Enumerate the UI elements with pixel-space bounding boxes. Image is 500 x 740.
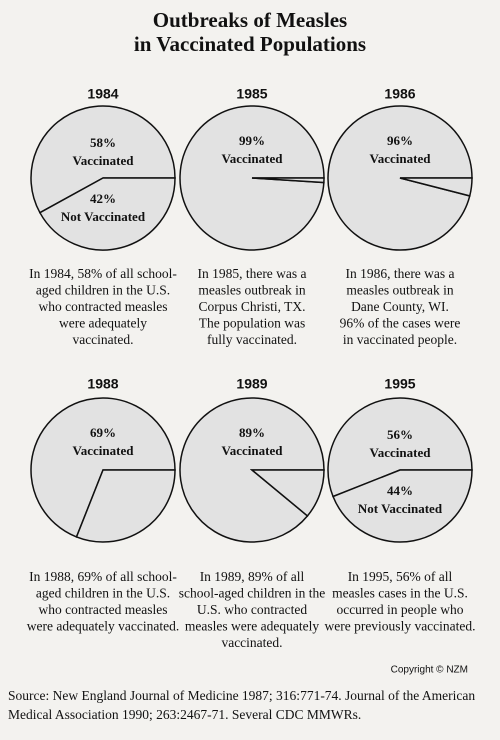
caption-line: In 1986, there was a (345, 266, 454, 281)
pie-title: 1995 (384, 376, 415, 392)
slice-label: Vaccinated (73, 443, 135, 458)
title-line: Outbreaks of Measles (153, 8, 347, 32)
slice-label: Vaccinated (73, 153, 135, 168)
caption-line: vaccinated. (72, 332, 133, 347)
caption-line: In 1988, 69% of all school- (29, 569, 177, 584)
title-line: in Vaccinated Populations (134, 32, 366, 56)
caption-line: measles were adequately (185, 619, 319, 634)
caption-line: In 1985, there was a (197, 266, 306, 281)
slice-value-label: 44% (387, 483, 413, 498)
pie-slice (332, 469, 473, 543)
caption-line: aged children in the U.S. (36, 586, 170, 601)
pie-title: 1985 (236, 86, 267, 102)
copyright: Copyright © NZM (391, 665, 468, 676)
slice-value-label: 56% (387, 427, 413, 442)
caption-line: U.S. who contracted (197, 602, 307, 617)
slice-label: Vaccinated (370, 445, 432, 460)
pie-slice (38, 177, 176, 251)
caption-line: In 1989, 89% of all (200, 569, 305, 584)
caption-line: school-aged children in the (179, 586, 326, 601)
caption-line: In 1995, 56% of all (348, 569, 453, 584)
slice-label: Not Vaccinated (61, 209, 146, 224)
caption-line: vaccinated. (221, 635, 282, 650)
pie-slice (75, 469, 176, 543)
pie-title: 1988 (87, 376, 118, 392)
caption-line: fully vaccinated. (207, 332, 297, 347)
caption-line: The population was (199, 316, 305, 331)
caption-line: who contracted measles (39, 602, 168, 617)
pie-slice (399, 177, 473, 197)
caption-line: aged children in the U.S. (36, 283, 170, 298)
slice-value-label: 89% (239, 425, 265, 440)
slice-value-label: 99% (239, 133, 265, 148)
slice-label: Vaccinated (222, 443, 284, 458)
caption-line: in vaccinated people. (343, 332, 457, 347)
pie-title: 1989 (236, 376, 267, 392)
pie-slice (30, 397, 176, 538)
caption-line: were adequately (59, 316, 147, 331)
caption-line: Corpus Christi, TX. (198, 299, 305, 314)
source-line: Medical Association 1990; 263:2467-71. S… (8, 707, 361, 722)
slice-value-label: 69% (90, 425, 116, 440)
caption-line: Dane County, WI. (351, 299, 449, 314)
caption-line: who contracted measles (39, 299, 168, 314)
slice-value-label: 42% (90, 191, 116, 206)
caption-line: occurred in people who (336, 602, 463, 617)
pie-title: 1984 (87, 86, 118, 102)
slice-value-label: 96% (387, 133, 413, 148)
pie-slice (249, 469, 325, 517)
slice-label: Not Vaccinated (358, 501, 443, 516)
slice-label: Vaccinated (370, 151, 432, 166)
pie-slice (251, 177, 325, 184)
caption-line: measles cases in the U.S. (332, 586, 468, 601)
pie-slice (327, 397, 473, 498)
caption-line: In 1984, 58% of all school- (29, 266, 177, 281)
slice-label: Vaccinated (222, 151, 284, 166)
pie-title: 1986 (384, 86, 415, 102)
caption-line: measles outbreak in (198, 283, 305, 298)
source-line: Source: New England Journal of Medicine … (8, 688, 475, 703)
caption-line: were previously vaccinated. (324, 619, 475, 634)
caption-line: measles outbreak in (346, 283, 453, 298)
caption-line: 96% of the cases were (340, 316, 461, 331)
pie-slice (30, 105, 176, 214)
slice-value-label: 58% (90, 135, 116, 150)
caption-line: were adequately vaccinated. (27, 619, 180, 634)
